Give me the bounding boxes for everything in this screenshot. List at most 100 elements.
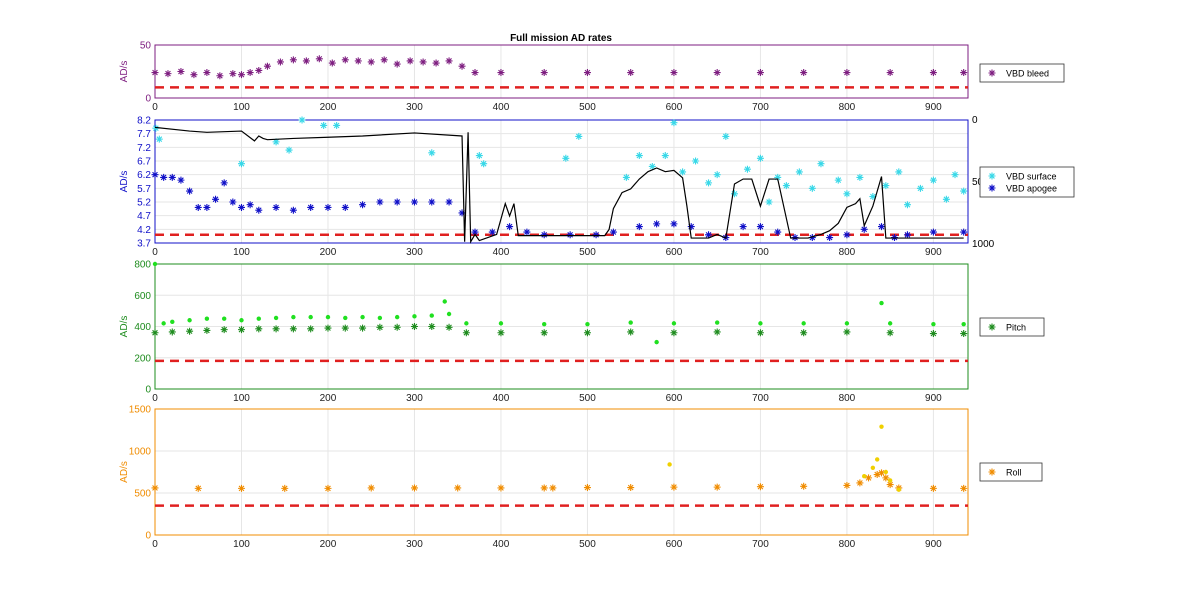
data-point xyxy=(540,69,548,77)
data-point xyxy=(410,484,418,492)
data-point xyxy=(272,325,280,333)
x-tick-label: 400 xyxy=(493,102,510,113)
data-point xyxy=(203,69,211,77)
data-point xyxy=(583,69,591,77)
x-tick-label: 300 xyxy=(406,539,423,550)
data-point xyxy=(886,69,894,77)
x-tick-label: 400 xyxy=(493,247,510,258)
data-point xyxy=(498,321,504,326)
data-point xyxy=(445,57,453,65)
y-tick-label: 0 xyxy=(145,385,151,396)
data-point xyxy=(592,231,600,239)
data-point xyxy=(506,223,514,231)
data-point xyxy=(879,300,884,306)
legend-label: VBD bleed xyxy=(1006,69,1049,79)
data-point xyxy=(428,198,436,206)
data-point xyxy=(862,474,867,479)
data-point xyxy=(324,324,332,332)
data-point xyxy=(886,329,894,337)
y-tick-label: 8.2 xyxy=(137,116,151,127)
x-tick-label: 100 xyxy=(233,393,250,404)
data-point xyxy=(298,116,306,124)
y-tick-label: 3.7 xyxy=(137,239,151,250)
data-point xyxy=(661,152,669,160)
data-point xyxy=(160,173,168,181)
data-point xyxy=(549,484,557,492)
data-point xyxy=(376,198,384,206)
y-tick-label: 50 xyxy=(140,41,152,52)
legend-label: VBD apogee xyxy=(1006,184,1057,194)
data-point xyxy=(542,321,547,327)
data-point xyxy=(255,66,263,74)
y-tick-label: 800 xyxy=(134,260,151,271)
data-point xyxy=(341,324,349,332)
data-point xyxy=(471,228,479,236)
data-point xyxy=(464,321,469,326)
data-point xyxy=(653,220,661,228)
legend: Pitch xyxy=(979,317,1045,337)
x-tick-label: 0 xyxy=(152,393,158,404)
x-tick-label: 100 xyxy=(233,539,250,550)
data-point xyxy=(187,318,192,323)
data-point xyxy=(190,71,198,79)
series-line xyxy=(154,126,964,244)
data-point xyxy=(960,187,968,195)
subplot-3: 0 100 200 300 400 500 600 700 800 900 0 200 400 600 80… xyxy=(119,260,1045,404)
data-point xyxy=(442,299,447,304)
x-tick-label: 600 xyxy=(666,393,683,404)
data-point xyxy=(713,328,721,336)
x-tick-label: 200 xyxy=(320,539,337,550)
x-tick-label: 900 xyxy=(925,247,942,258)
data-point xyxy=(808,234,816,242)
data-point xyxy=(256,316,261,321)
series-pitch xyxy=(151,323,968,338)
y-tick-label: 7.2 xyxy=(137,143,151,154)
data-point xyxy=(328,59,336,67)
data-point xyxy=(800,69,808,77)
data-point xyxy=(376,323,384,331)
data-point xyxy=(756,223,764,231)
data-point xyxy=(869,193,877,201)
data-point xyxy=(756,154,764,162)
x-tick-label: 700 xyxy=(752,247,769,258)
y-axis-label: AD/s xyxy=(119,316,130,338)
x-tick-label: 300 xyxy=(406,247,423,258)
data-point xyxy=(410,323,418,330)
data-point xyxy=(713,171,721,179)
data-point xyxy=(186,187,194,195)
y2-tick-label: 0 xyxy=(972,115,978,126)
legend-box xyxy=(979,166,1075,198)
data-point xyxy=(152,261,158,267)
data-point xyxy=(817,160,825,168)
data-point xyxy=(622,173,630,181)
data-point xyxy=(713,69,721,77)
x-tick-label: 100 xyxy=(233,247,250,258)
data-point xyxy=(843,231,851,239)
data-point xyxy=(203,203,211,211)
data-point xyxy=(730,190,738,198)
data-point xyxy=(670,483,678,491)
subplot-1: 0 100 200 300 400 500 600 700 800 900 0 50 AD/s VBD b… xyxy=(119,41,1065,113)
x-tick-label: 700 xyxy=(752,539,769,550)
data-point xyxy=(670,329,678,337)
data-point xyxy=(281,484,289,492)
data-point xyxy=(377,315,383,321)
data-point xyxy=(585,321,590,327)
data-point xyxy=(458,209,466,217)
y-tick-label: 400 xyxy=(134,322,151,333)
subplot-2: 0 100 200 300 400 500 600 700 800 900 3.7 4.2 4.7 5.2… xyxy=(119,115,1075,258)
data-point xyxy=(627,328,635,336)
data-point xyxy=(679,168,687,176)
data-point xyxy=(216,72,224,80)
subplot-4: 0 100 200 300 400 500 600 700 800 900 0 500 1000 1500… xyxy=(119,405,1043,550)
data-point xyxy=(895,168,903,176)
data-point xyxy=(170,319,175,325)
data-point xyxy=(756,483,764,491)
data-point xyxy=(229,198,237,206)
x-tick-label: 600 xyxy=(666,102,683,113)
x-tick-label: 700 xyxy=(752,102,769,113)
y-tick-label: 6.7 xyxy=(137,157,151,168)
data-point xyxy=(916,184,924,192)
data-point xyxy=(627,69,635,77)
data-point xyxy=(246,201,254,209)
